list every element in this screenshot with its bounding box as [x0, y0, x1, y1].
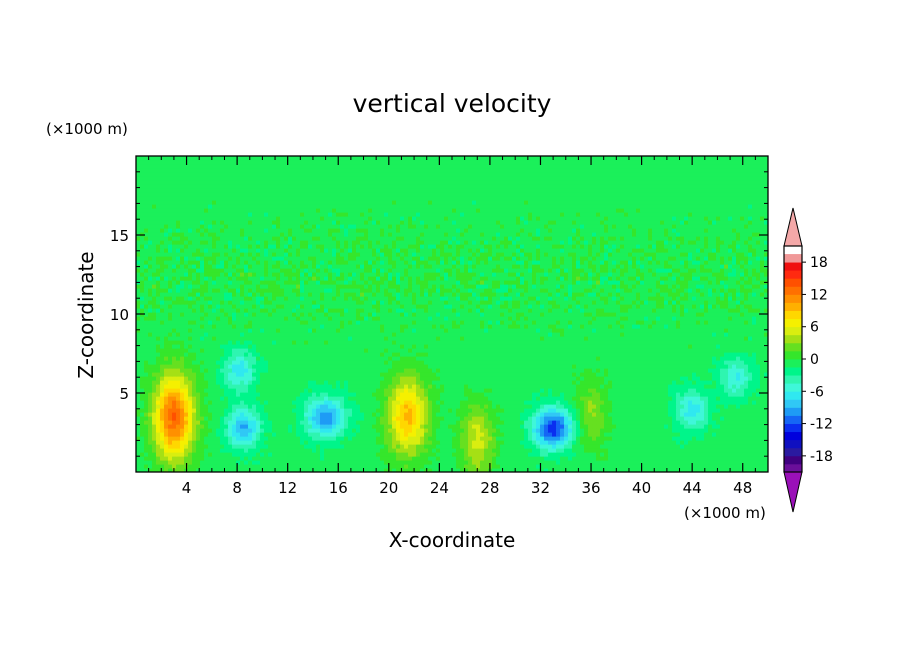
x-tick-label: 44	[683, 479, 702, 497]
colorbar-segment	[784, 463, 802, 473]
colorbar-segment	[784, 334, 802, 344]
colorbar-segment	[784, 278, 802, 287]
colorbar-tick-label: -6	[810, 384, 824, 400]
colorbar-segment	[784, 262, 802, 271]
y-tick-label: 5	[119, 385, 129, 403]
colorbar-over-arrow	[783, 207, 803, 247]
x-tick-label: 40	[632, 479, 651, 497]
colorbar-segment	[784, 407, 802, 416]
colorbar-segment	[784, 423, 802, 433]
y-axis-label: Z-coordinate	[74, 251, 98, 378]
colorbar-tick-label: -12	[810, 417, 833, 433]
colorbar-segment	[784, 294, 802, 303]
colorbar-segment	[784, 383, 802, 392]
x-tick-label: 28	[480, 479, 499, 497]
colorbar-tick-label: -18	[810, 449, 833, 465]
heatmap-field	[136, 156, 768, 472]
colorbar-segment	[784, 391, 802, 400]
x-tick-label: 36	[581, 479, 600, 497]
y-tick-label: 10	[110, 306, 129, 324]
colorbar-tick-label: 12	[810, 287, 828, 303]
colorbar-segment	[784, 318, 802, 328]
y-axis: 5 10 15	[110, 171, 768, 457]
colorbar-segment	[784, 342, 802, 352]
colorbar-segment	[784, 359, 802, 368]
x-tick-label: 20	[379, 479, 398, 497]
colorbar-segment	[784, 270, 802, 279]
x-unit-label: (×1000 m)	[684, 504, 766, 522]
colorbar-segment	[784, 375, 802, 384]
x-axis-label: X-coordinate	[389, 528, 516, 552]
x-tick-label: 32	[531, 479, 550, 497]
x-tick-label: 48	[733, 479, 752, 497]
colorbar-under-arrow	[783, 471, 803, 513]
colorbar: 18 12 6 0 -6 -12 -18	[783, 207, 833, 513]
colorbar-segment	[784, 326, 802, 336]
colorbar-segment	[784, 302, 802, 311]
y-unit-label: (×1000 m)	[46, 120, 128, 138]
colorbar-segment	[784, 439, 802, 449]
colorbar-segment	[784, 367, 802, 376]
colorbar-segment	[784, 415, 802, 424]
y-tick-label: 15	[110, 227, 129, 245]
colorbar-segment	[784, 455, 802, 465]
colorbar-segment	[784, 254, 802, 263]
x-axis: 4 8 12 16 20 24 28 32 36 40 44 48	[148, 156, 756, 497]
x-tick-label: 4	[182, 479, 192, 497]
colorbar-tick-label: 6	[810, 320, 819, 336]
x-tick-label: 16	[329, 479, 348, 497]
colorbar-tick-label: 0	[810, 352, 819, 368]
colorbar-segment	[784, 399, 802, 408]
x-tick-label: 8	[232, 479, 242, 497]
colorbar-segment	[784, 447, 802, 457]
x-tick-label: 24	[430, 479, 449, 497]
colorbar-segment	[784, 310, 802, 320]
colorbar-segment	[784, 431, 802, 441]
x-tick-label: 12	[278, 479, 297, 497]
colorbar-segment	[784, 350, 802, 360]
chart-title: vertical velocity	[353, 89, 552, 118]
colorbar-tick-label: 18	[810, 255, 828, 271]
colorbar-segment	[784, 286, 802, 295]
